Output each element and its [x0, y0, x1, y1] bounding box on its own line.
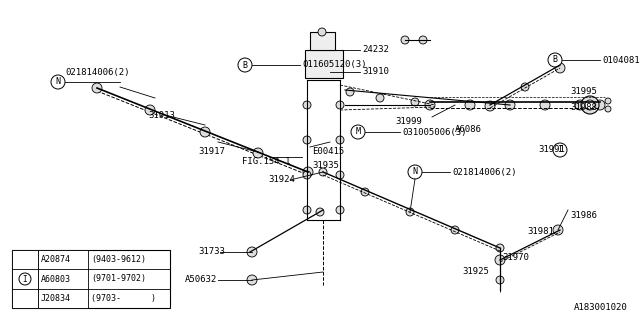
Text: B: B [552, 55, 557, 65]
Circle shape [336, 171, 344, 179]
Text: 31991: 31991 [538, 146, 565, 155]
Circle shape [496, 244, 504, 252]
Circle shape [585, 100, 595, 110]
Circle shape [247, 247, 257, 257]
Circle shape [575, 100, 585, 110]
Text: M: M [355, 127, 360, 137]
Circle shape [548, 53, 562, 67]
Text: N: N [56, 77, 61, 86]
Text: 31924: 31924 [268, 175, 295, 185]
Text: 031005006(3): 031005006(3) [402, 127, 467, 137]
Circle shape [521, 83, 529, 91]
Text: 31925: 31925 [462, 268, 489, 276]
Text: 31913: 31913 [148, 110, 175, 119]
Circle shape [581, 96, 599, 114]
Circle shape [540, 100, 550, 110]
Circle shape [495, 255, 505, 265]
Text: J20834: J20834 [41, 294, 71, 303]
Text: 31999: 31999 [395, 117, 422, 126]
Bar [12, 250, 38, 308]
Text: A50632: A50632 [185, 276, 217, 284]
Circle shape [555, 63, 565, 73]
Text: 01040812A(2): 01040812A(2) [602, 55, 640, 65]
Circle shape [496, 276, 504, 284]
Text: (9701-9702): (9701-9702) [91, 275, 146, 284]
Circle shape [406, 208, 414, 216]
Circle shape [376, 94, 384, 102]
Circle shape [253, 148, 263, 158]
Circle shape [553, 225, 563, 235]
Text: 021814006(2): 021814006(2) [65, 68, 129, 76]
Text: (9703-      ): (9703- ) [91, 294, 156, 303]
Text: A183001020: A183001020 [574, 303, 628, 312]
Circle shape [505, 100, 515, 110]
Circle shape [411, 98, 419, 106]
Text: 31935: 31935 [312, 161, 339, 170]
Text: B: B [243, 60, 248, 69]
Circle shape [605, 98, 611, 104]
Circle shape [303, 136, 311, 144]
Circle shape [553, 143, 567, 157]
Circle shape [346, 88, 354, 96]
Text: 31917: 31917 [198, 148, 225, 156]
Text: 31733: 31733 [198, 247, 225, 257]
Circle shape [336, 136, 344, 144]
Text: E00415: E00415 [312, 148, 344, 156]
Circle shape [351, 125, 365, 139]
Circle shape [145, 105, 155, 115]
Circle shape [92, 83, 102, 93]
Text: 31981: 31981 [527, 228, 554, 236]
Circle shape [303, 101, 311, 109]
Bar [38, 250, 88, 308]
Circle shape [465, 100, 475, 110]
Circle shape [51, 75, 65, 89]
Circle shape [425, 100, 435, 110]
Circle shape [19, 273, 31, 285]
Text: A20874: A20874 [41, 255, 71, 264]
Circle shape [336, 206, 344, 214]
Circle shape [401, 36, 409, 44]
Circle shape [595, 100, 605, 110]
Circle shape [303, 171, 311, 179]
Text: 24232: 24232 [362, 45, 389, 54]
Text: I: I [22, 275, 28, 284]
Circle shape [319, 168, 327, 176]
Circle shape [361, 188, 369, 196]
Circle shape [316, 208, 324, 216]
Circle shape [303, 167, 313, 177]
Text: A60803: A60803 [41, 275, 71, 284]
Text: 011605120(3): 011605120(3) [302, 60, 367, 69]
Circle shape [336, 101, 344, 109]
Circle shape [200, 127, 210, 137]
Text: A6086: A6086 [455, 125, 482, 134]
Circle shape [605, 106, 611, 112]
Circle shape [318, 28, 326, 36]
Text: 31988: 31988 [570, 103, 597, 113]
Bar [12, 250, 170, 308]
Bar [305, 50, 343, 78]
Text: 31995: 31995 [570, 87, 597, 97]
Text: 31970: 31970 [502, 253, 529, 262]
Circle shape [238, 58, 252, 72]
Text: (9403-9612): (9403-9612) [91, 255, 146, 264]
Text: 31986: 31986 [570, 211, 597, 220]
Text: I: I [557, 146, 563, 155]
Bar [310, 32, 335, 50]
Text: 31910: 31910 [362, 68, 389, 76]
Circle shape [485, 101, 495, 111]
Text: N: N [413, 167, 417, 177]
Circle shape [247, 275, 257, 285]
Text: 021814006(2): 021814006(2) [452, 167, 516, 177]
Circle shape [303, 206, 311, 214]
Text: FIG.154-1: FIG.154-1 [242, 157, 291, 166]
Circle shape [419, 36, 427, 44]
Circle shape [408, 165, 422, 179]
Circle shape [451, 226, 459, 234]
